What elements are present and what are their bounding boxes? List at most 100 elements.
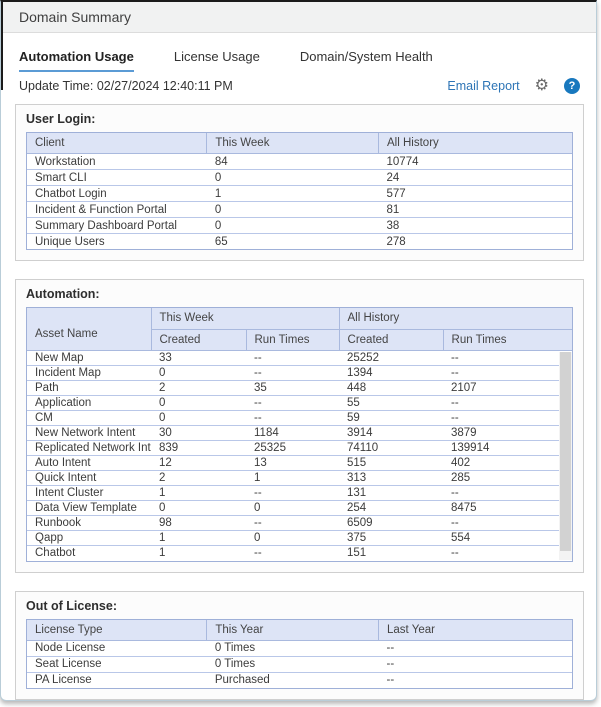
- table-cell: 375: [339, 530, 443, 546]
- table-cell: --: [246, 485, 339, 501]
- table-cell: --: [451, 546, 459, 559]
- table-row: Application 0 -- 55 --: [27, 395, 559, 411]
- table-cell: Auto Intent: [27, 455, 151, 471]
- tab-domain-system-health[interactable]: Domain/System Health: [299, 49, 433, 64]
- table-cell: --: [246, 515, 339, 531]
- table-cell: 74110: [339, 440, 443, 456]
- table-row: Runbook 98 -- 6509 --: [27, 515, 559, 531]
- automation-section-label: Automation:: [26, 287, 100, 301]
- table-cell: 65: [214, 235, 228, 248]
- table-row: Smart CLI 0 24: [27, 169, 572, 186]
- table-cell: 1394: [339, 365, 443, 381]
- table-cell: 3879: [443, 425, 559, 441]
- table-cell: 313: [339, 470, 443, 486]
- table-row: Workstation 84 10774: [27, 153, 572, 170]
- toolbar: Update Time: 02/27/2024 12:40:11 PM Emai…: [1, 72, 596, 100]
- automation-table: Asset Name This Week All History Created…: [26, 307, 573, 562]
- table-cell: --: [443, 395, 559, 411]
- table-cell: New Map: [27, 350, 151, 366]
- table-cell: 278: [386, 235, 406, 248]
- table-cell: New Network Intent: [27, 425, 151, 441]
- automation-table-scroll-area[interactable]: New Map 33 -- 25252 -- Incident Map 0 -- 1394 -- P…: [27, 350, 572, 561]
- table-cell: 554: [443, 530, 559, 546]
- table-row: Qapp 1 0 375 554: [27, 530, 559, 546]
- table-cell: 2: [151, 470, 246, 486]
- table-row: Incident Map 0 -- 1394 --: [27, 365, 559, 381]
- table-cell: 1: [151, 530, 246, 546]
- table-cell: 0: [206, 217, 379, 234]
- table-row: Summary Dashboard Portal 0 38: [27, 217, 572, 234]
- table-row: Path 2 35 448 2107: [27, 380, 559, 396]
- email-report-link[interactable]: Email Report: [447, 79, 520, 93]
- out-of-license-section-label: Out of License:: [26, 598, 117, 613]
- tab-license-usage[interactable]: License Usage: [173, 49, 260, 64]
- table-cell: 1: [246, 470, 339, 486]
- table-cell: Purchased: [214, 674, 270, 686]
- table-row: Incident & Function Portal 0 81: [27, 201, 572, 218]
- table-cell: --: [443, 365, 559, 381]
- table-cell: 98: [151, 515, 246, 531]
- column-header-license-type: License Type: [27, 619, 208, 641]
- vertical-scrollbar[interactable]: [559, 352, 572, 560]
- table-cell: Incident Map: [27, 365, 151, 381]
- column-header-asset-name: Asset Name: [27, 308, 152, 351]
- table-cell: 81: [378, 201, 572, 218]
- table-cell: 35: [246, 380, 339, 396]
- out-of-license-section: Out of License: License Type This Year L…: [15, 590, 584, 700]
- table-cell: 0: [206, 169, 379, 186]
- table-cell: --: [443, 485, 559, 501]
- table-row: New Network Intent 30 1184 3914 3879: [27, 425, 559, 441]
- table-cell: --: [246, 410, 339, 426]
- table-cell: 0 Times: [206, 640, 379, 657]
- table-cell: 25252: [339, 350, 443, 366]
- help-icon[interactable]: ?: [564, 78, 580, 94]
- table-cell: 12: [151, 455, 246, 471]
- table-row: Unique Users 65 278: [27, 234, 572, 250]
- table-cell: Runbook: [27, 515, 151, 531]
- table-cell: Path: [27, 380, 151, 396]
- table-row: PA License Purchased --: [27, 672, 572, 688]
- table-cell: 0 Times: [206, 656, 379, 673]
- table-row: Seat License 0 Times --: [27, 656, 572, 673]
- table-cell: 6509: [339, 515, 443, 531]
- column-header-all-history: All History: [378, 133, 572, 154]
- table-cell: 38: [378, 217, 572, 234]
- table-row: Data View Template 0 0 254 8475: [27, 500, 559, 516]
- table-cell: 84: [206, 153, 379, 170]
- table-cell: Smart CLI: [27, 169, 207, 186]
- table-cell: 0: [151, 395, 246, 411]
- automation-section: Automation: Asset Name This Week All His…: [15, 279, 584, 573]
- table-cell: Incident & Function Portal: [27, 201, 207, 218]
- tab-automation-usage[interactable]: Automation Usage: [19, 49, 134, 72]
- table-cell: Chatbot Login: [27, 185, 207, 202]
- table-cell: 1: [151, 485, 246, 501]
- table-cell: Unique Users: [35, 235, 105, 248]
- table-cell: 402: [443, 455, 559, 471]
- table-cell: --: [443, 410, 559, 426]
- user-login-section-label: User Login:: [26, 112, 96, 126]
- table-cell: Seat License: [27, 656, 207, 673]
- table-row: New Map 33 -- 25252 --: [27, 350, 559, 366]
- table-cell: 577: [378, 185, 572, 202]
- column-group-all-history: All History: [339, 308, 572, 330]
- table-cell: Node License: [27, 640, 207, 657]
- table-cell: --: [246, 350, 339, 366]
- table-cell: Replicated Network Intent: [27, 440, 151, 456]
- column-header-this-week: This Week: [206, 133, 380, 154]
- table-cell: 25325: [246, 440, 339, 456]
- table-cell: --: [246, 365, 339, 381]
- column-header-created-week: Created: [151, 329, 247, 351]
- table-cell: 515: [339, 455, 443, 471]
- column-header-client: Client: [27, 133, 208, 154]
- gear-icon[interactable]: ⚙: [534, 77, 549, 94]
- scrollbar-thumb[interactable]: [560, 352, 571, 552]
- table-cell: PA License: [35, 674, 92, 686]
- table-cell: 59: [339, 410, 443, 426]
- table-cell: 24: [378, 169, 572, 186]
- table-row: Node License 0 Times --: [27, 640, 572, 657]
- table-cell: Application: [27, 395, 151, 411]
- table-cell: 1: [159, 546, 166, 559]
- table-row: Replicated Network Intent839253257411013…: [27, 440, 559, 456]
- table-cell: 139914: [443, 440, 559, 456]
- table-cell: 3914: [339, 425, 443, 441]
